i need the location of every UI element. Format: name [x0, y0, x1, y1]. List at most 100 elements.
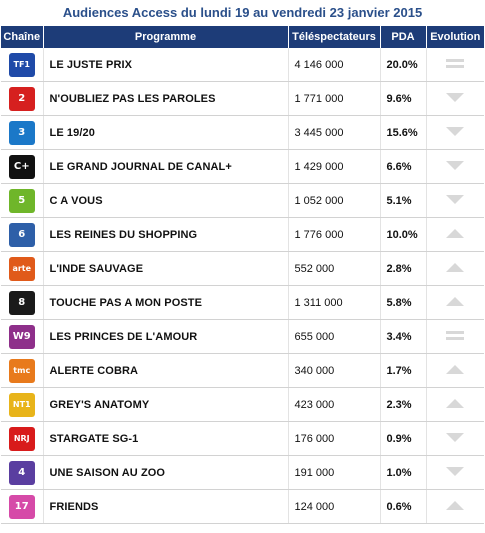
- program-name: L'INDE SAUVAGE: [43, 251, 289, 286]
- viewers-value: 4 146 000: [288, 48, 381, 82]
- header-pda: PDA: [380, 26, 427, 48]
- program-name: FRIENDS: [43, 489, 289, 524]
- channel-cell: C+: [1, 149, 44, 184]
- pda-value: 3.4%: [380, 319, 427, 354]
- program-name: TOUCHE PAS A MON POSTE: [43, 285, 289, 320]
- channel-logo-icon: 6: [8, 222, 35, 247]
- arrow-up-icon: [446, 296, 465, 306]
- pda-value: 1.0%: [380, 455, 427, 490]
- evolution-cell: [426, 319, 484, 354]
- evolution-cell: [426, 489, 484, 524]
- program-name: STARGATE SG-1: [43, 421, 289, 456]
- viewers-value: 1 429 000: [288, 149, 381, 184]
- evolution-cell: [426, 81, 484, 116]
- program-name: LES PRINCES DE L'AMOUR: [43, 319, 289, 354]
- pda-value: 2.8%: [380, 251, 427, 286]
- arrow-up-icon: [446, 262, 465, 272]
- table-row: 2 N'OUBLIEZ PAS LES PAROLES 1 771 000 9.6%: [1, 81, 484, 116]
- header-program: Programme: [43, 26, 289, 48]
- pda-value: 2.3%: [380, 387, 427, 422]
- evolution-cell: [426, 285, 484, 320]
- program-name: LE 19/20: [43, 115, 289, 150]
- pda-value: 10.0%: [380, 217, 427, 252]
- pda-value: 20.0%: [380, 48, 427, 82]
- arrow-up-icon: [446, 398, 465, 408]
- channel-cell: NRJ: [1, 421, 44, 456]
- table-row: W9 LES PRINCES DE L'AMOUR 655 000 3.4%: [1, 319, 484, 354]
- arrow-down-icon: [446, 466, 465, 476]
- table-row: 3 LE 19/20 3 445 000 15.6%: [1, 115, 484, 150]
- viewers-value: 340 000: [288, 353, 381, 388]
- arrow-down-icon: [446, 194, 465, 204]
- pda-value: 0.9%: [380, 421, 427, 456]
- pda-value: 1.7%: [380, 353, 427, 388]
- table-row: TF1 LE JUSTE PRIX 4 146 000 20.0%: [1, 48, 484, 82]
- channel-cell: W9: [1, 319, 44, 354]
- program-name: N'OUBLIEZ PAS LES PAROLES: [43, 81, 289, 116]
- channel-logo-icon: NT1: [8, 392, 35, 417]
- page-title: Audiences Access du lundi 19 au vendredi…: [0, 0, 485, 26]
- evolution-cell: [426, 48, 484, 82]
- arrow-down-icon: [446, 126, 465, 136]
- channel-logo-icon: 4: [8, 460, 35, 485]
- viewers-value: 423 000: [288, 387, 381, 422]
- channel-logo-icon: W9: [8, 324, 35, 349]
- pda-value: 15.6%: [380, 115, 427, 150]
- table-row: tmc ALERTE COBRA 340 000 1.7%: [1, 353, 484, 388]
- channel-cell: 17: [1, 489, 44, 524]
- channel-logo-icon: C+: [8, 154, 35, 179]
- channel-logo-icon: tmc: [8, 358, 35, 383]
- program-name: ALERTE COBRA: [43, 353, 289, 388]
- evolution-cell: [426, 353, 484, 388]
- program-name: LE JUSTE PRIX: [43, 48, 289, 82]
- evolution-cell: [426, 115, 484, 150]
- program-name: GREY'S ANATOMY: [43, 387, 289, 422]
- equal-icon: [446, 58, 465, 68]
- channel-cell: NT1: [1, 387, 44, 422]
- table-header-row: Chaîne Programme Téléspectateurs PDA Evo…: [1, 26, 484, 48]
- arrow-up-icon: [446, 364, 465, 374]
- table-row: C+ LE GRAND JOURNAL DE CANAL+ 1 429 000 6.6…: [1, 149, 484, 184]
- program-name: LE GRAND JOURNAL DE CANAL+: [43, 149, 289, 184]
- table-row: NRJ STARGATE SG-1 176 000 0.9%: [1, 421, 484, 456]
- evolution-cell: [426, 149, 484, 184]
- evolution-cell: [426, 251, 484, 286]
- arrow-up-icon: [446, 228, 465, 238]
- evolution-cell: [426, 455, 484, 490]
- pda-value: 6.6%: [380, 149, 427, 184]
- table-body: TF1 LE JUSTE PRIX 4 146 000 20.0% 2 N'OUBLIEZ…: [1, 48, 484, 524]
- pda-value: 5.8%: [380, 285, 427, 320]
- channel-logo-icon: 3: [8, 120, 35, 145]
- audience-table: Chaîne Programme Téléspectateurs PDA Evo…: [1, 26, 484, 524]
- viewers-value: 191 000: [288, 455, 381, 490]
- channel-cell: tmc: [1, 353, 44, 388]
- channel-logo-icon: 8: [8, 290, 35, 315]
- channel-cell: 3: [1, 115, 44, 150]
- table-row: 17 FRIENDS 124 000 0.6%: [1, 489, 484, 524]
- channel-logo-icon: 2: [8, 86, 35, 111]
- viewers-value: 1 052 000: [288, 183, 381, 218]
- table-row: 8 TOUCHE PAS A MON POSTE 1 311 000 5.8%: [1, 285, 484, 320]
- arrow-down-icon: [446, 92, 465, 102]
- pda-value: 9.6%: [380, 81, 427, 116]
- channel-cell: 2: [1, 81, 44, 116]
- table-row: 4 UNE SAISON AU ZOO 191 000 1.0%: [1, 455, 484, 490]
- pda-value: 5.1%: [380, 183, 427, 218]
- header-channel: Chaîne: [1, 26, 44, 48]
- table-row: 5 C A VOUS 1 052 000 5.1%: [1, 183, 484, 218]
- channel-cell: 4: [1, 455, 44, 490]
- channel-logo-icon: arte: [8, 256, 35, 281]
- viewers-value: 1 311 000: [288, 285, 381, 320]
- channel-cell: arte: [1, 251, 44, 286]
- equal-icon: [446, 330, 465, 340]
- viewers-value: 176 000: [288, 421, 381, 456]
- channel-logo-icon: 5: [8, 188, 35, 213]
- channel-cell: 5: [1, 183, 44, 218]
- channel-cell: 6: [1, 217, 44, 252]
- table-row: arte L'INDE SAUVAGE 552 000 2.8%: [1, 251, 484, 286]
- viewers-value: 3 445 000: [288, 115, 381, 150]
- evolution-cell: [426, 421, 484, 456]
- program-name: UNE SAISON AU ZOO: [43, 455, 289, 490]
- viewers-value: 552 000: [288, 251, 381, 286]
